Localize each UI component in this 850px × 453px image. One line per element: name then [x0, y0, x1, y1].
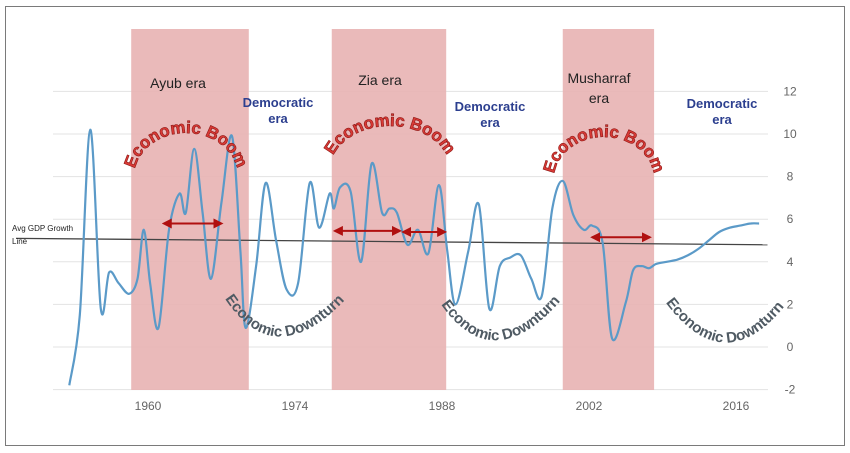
democratic-label-2: Democratic era: [455, 99, 526, 130]
economic-downturn-label-3: Economic Downturn: [662, 295, 787, 347]
economic-downturn-label-2: Economic Downturn: [438, 292, 564, 344]
x-tick-1974: 1974: [282, 399, 309, 413]
avg-gdp-label-line2: Line: [12, 237, 28, 246]
era-band-3: [562, 29, 655, 390]
x-tick-1960: 1960: [135, 399, 162, 413]
y-tick-12: 12: [783, 84, 797, 98]
y-tick-2: 2: [787, 297, 794, 311]
era-label-musharraf: Musharraf era: [567, 70, 630, 106]
x-tick-2016: 2016: [723, 399, 750, 413]
y-tick-6: 6: [787, 212, 794, 226]
democratic-label-3: Democratic era: [687, 96, 758, 127]
y-tick-4: 4: [787, 255, 794, 269]
era-label-zia: Zia era: [358, 72, 402, 88]
y-tick--2: -2: [785, 383, 796, 397]
era-band-1: [131, 29, 249, 390]
era-label-ayub: Ayub era: [150, 75, 206, 91]
y-tick-0: 0: [787, 340, 794, 354]
x-tick-2002: 2002: [576, 399, 603, 413]
x-tick-1988: 1988: [429, 399, 456, 413]
axis-ticks: 1960 1974 1988 2002 2016 -2 0 2 4 6 8 10 12: [135, 84, 797, 413]
democratic-label-1: Democratic era: [243, 95, 314, 126]
gdp-growth-chart: Avg GDP Growth Line 1960 1974 1988 2002 2016…: [12, 29, 797, 413]
y-tick-8: 8: [787, 170, 794, 184]
duration-arrows: [161, 218, 652, 243]
chart-frame: Avg GDP Growth Line 1960 1974 1988 2002 2016…: [5, 6, 845, 446]
avg-gdp-label-line1: Avg GDP Growth: [12, 224, 73, 233]
y-tick-10: 10: [783, 127, 797, 141]
